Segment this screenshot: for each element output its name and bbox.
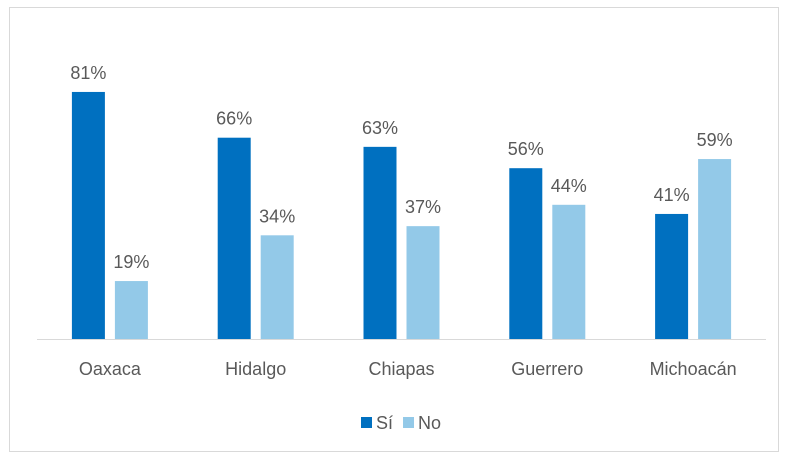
category-label: Chiapas — [368, 359, 434, 379]
bar-s-chiapas — [363, 146, 397, 339]
legend-label: Sí — [376, 413, 393, 433]
value-label: 66% — [216, 109, 252, 129]
bar-s-michoacn — [655, 213, 689, 339]
value-label: 19% — [113, 252, 149, 272]
bar-no-michoacn — [698, 159, 732, 339]
category-label: Michoacán — [650, 359, 737, 379]
value-label: 63% — [362, 118, 398, 138]
bar-no-hidalgo — [260, 235, 294, 339]
bars-group — [71, 91, 732, 339]
category-label: Hidalgo — [225, 359, 286, 379]
legend: Sí No — [361, 413, 441, 433]
value-label: 37% — [405, 197, 441, 217]
bar-s-guerrero — [509, 168, 543, 339]
category-label: Oaxaca — [79, 359, 142, 379]
legend-swatch-0 — [361, 417, 372, 428]
legend-swatch-1 — [403, 417, 415, 428]
legend-label: No — [418, 413, 441, 433]
value-label: 59% — [697, 130, 733, 150]
value-label: 44% — [551, 176, 587, 196]
bar-no-chiapas — [406, 226, 440, 339]
bar-no-guerrero — [552, 204, 586, 339]
bar-no-oaxaca — [114, 281, 148, 339]
value-labels-group: 81% 19% 66% 34% 63% 37% 56% 44% 41% 59% — [70, 63, 732, 272]
category-labels-group: Oaxaca Hidalgo Chiapas Guerrero Michoacán — [79, 359, 737, 379]
value-label: 81% — [70, 63, 106, 83]
value-label: 56% — [508, 139, 544, 159]
category-label: Guerrero — [511, 359, 583, 379]
value-label: 41% — [654, 185, 690, 205]
value-label: 34% — [259, 206, 295, 226]
bar-s-hidalgo — [217, 137, 251, 339]
bar-s-oaxaca — [71, 91, 105, 339]
